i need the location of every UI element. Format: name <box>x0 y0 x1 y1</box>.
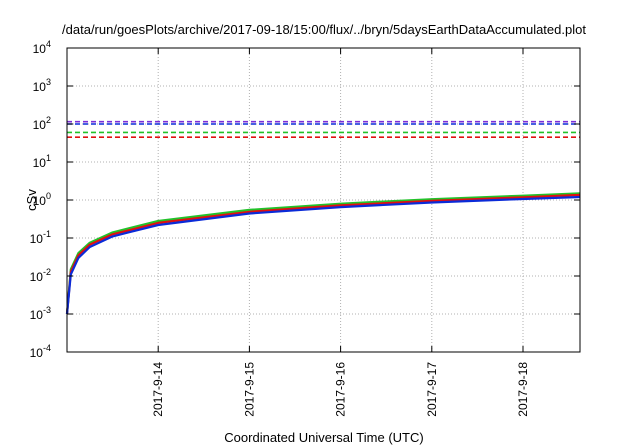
y-tick-label: 10-1 <box>30 229 51 246</box>
x-tick-label: 2017-9-18 <box>516 362 530 417</box>
y-tick-label: 10-3 <box>30 305 51 322</box>
y-tick-label: 102 <box>33 115 51 132</box>
y-tick-label: 104 <box>33 39 51 56</box>
threshold-lines <box>67 120 580 138</box>
chart-title: /data/run/goesPlots/archive/2017-09-18/1… <box>62 22 586 37</box>
y-axis-label: cSv <box>24 189 39 211</box>
y-tick-exponent: -2 <box>43 267 51 277</box>
y-tick-exponent: 1 <box>46 153 51 163</box>
y-tick-exponent: 2 <box>46 115 51 125</box>
y-tick-exponent: -3 <box>43 305 51 315</box>
x-tick-label: 2017-9-14 <box>151 362 165 417</box>
y-tick-label: 10-2 <box>30 267 51 284</box>
y-tick-base: 10 <box>33 194 47 208</box>
y-tick-base: 10 <box>30 270 44 284</box>
x-tick-label: 2017-9-15 <box>242 362 256 417</box>
y-tick-label: 10-4 <box>30 343 51 360</box>
x-axis-ticks: 2017-9-14 2017-9-15 2017-9-16 2017-9-17 2017… <box>151 48 530 417</box>
y-tick-exponent: -4 <box>43 343 51 353</box>
series-line <box>65 193 581 315</box>
y-tick-base: 10 <box>30 346 44 360</box>
y-tick-label: 101 <box>33 153 51 170</box>
series-line <box>65 192 581 315</box>
x-tick-label: 2017-9-17 <box>425 362 439 417</box>
y-tick-exponent: 3 <box>46 77 51 87</box>
y-tick-label: 103 <box>33 77 51 94</box>
series-lines <box>65 192 581 315</box>
y-tick-exponent: 4 <box>46 39 51 49</box>
x-axis-label: Coordinated Universal Time (UTC) <box>224 430 423 445</box>
y-tick-base: 10 <box>30 308 44 322</box>
y-tick-base: 10 <box>33 80 47 94</box>
y-tick-exponent: 0 <box>46 191 51 201</box>
y-tick-base: 10 <box>33 156 47 170</box>
y-tick-base: 10 <box>33 42 47 56</box>
y-tick-base: 10 <box>30 232 44 246</box>
y-tick-label: 100 <box>33 191 51 208</box>
y-tick-exponent: -1 <box>43 229 51 239</box>
y-tick-base: 10 <box>33 118 47 132</box>
x-tick-label: 2017-9-16 <box>334 362 348 417</box>
series-line <box>65 195 581 315</box>
